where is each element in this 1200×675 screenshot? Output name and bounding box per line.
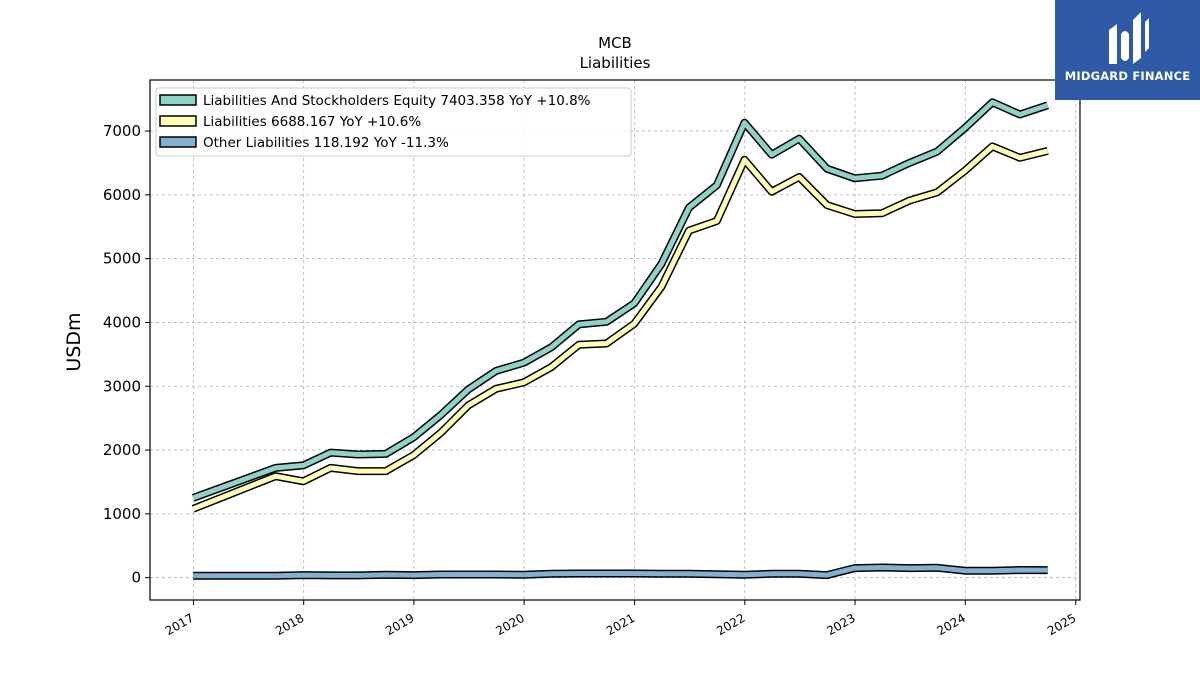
x-tick-label: 2025 [1045,611,1078,638]
legend-label: Liabilities 6688.167 YoY +10.6% [203,114,421,130]
y-tick-label: 7000 [103,122,141,140]
y-tick-label: 1000 [103,505,141,523]
legend-box [155,87,632,157]
y-tick-label: 0 [131,569,141,587]
series-line-liabilities-and-stockholders-equity [192,99,1049,501]
legend: Liabilities And Stockholders Equity 7403… [155,87,632,157]
y-axis: 0 1000 2000 3000 4000 5000 6000 7000 [103,122,150,587]
midgard-logo-icon [1109,12,1149,64]
y-tick-label: 5000 [103,250,141,268]
brand-logo: MIDGARD FINANCE [1055,0,1200,100]
legend-label: Liabilities And Stockholders Equity 7403… [203,93,591,109]
x-tick-label: 2022 [714,611,747,638]
x-tick-label: 2020 [493,611,526,638]
series-line-liabilities [192,143,1049,512]
y-axis-label: USDm [63,312,85,371]
chart-title: MCB [598,34,632,52]
series-line-other-liabilities [193,565,1048,579]
x-tick-label: 2021 [604,611,637,638]
x-tick-label: 2024 [935,611,968,638]
y-tick-label: 3000 [103,377,141,395]
y-tick-label: 4000 [103,313,141,331]
legend-swatch [159,136,197,148]
brand-name: MIDGARD FINANCE [1064,69,1191,83]
x-tick-label: 2017 [163,611,196,638]
legend-swatch [159,115,197,127]
x-tick-label: 2023 [824,611,857,638]
y-tick-label: 2000 [103,441,141,459]
x-tick-label: 2018 [273,611,306,638]
series-outline-liabilities-and-stockholders-equity [191,98,1049,502]
plot-area [149,79,1081,601]
y-tick-label: 6000 [103,186,141,204]
series-lines [191,98,1049,580]
chart-subtitle: Liabilities [580,54,651,72]
legend-label: Other Liabilities 118.192 YoY -11.3% [203,135,449,151]
x-tick-label: 2019 [383,611,416,638]
x-axis: 2017 2018 2019 2020 2021 2022 2023 2024 2025 [163,600,1078,638]
legend-swatch [159,94,197,106]
